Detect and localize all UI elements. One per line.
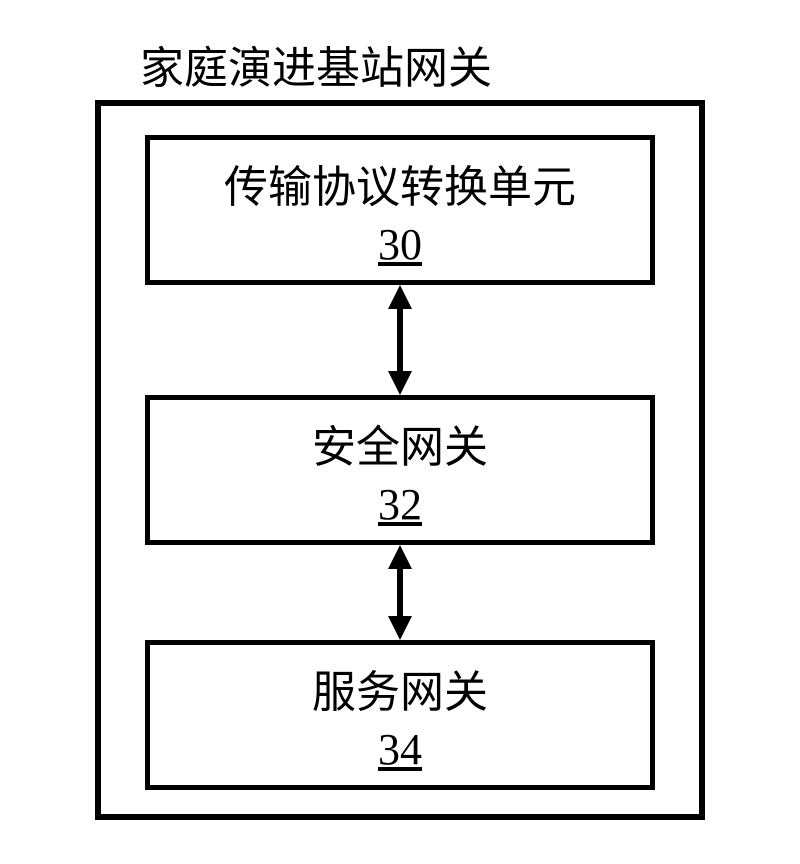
diagram-title: 家庭演进基站网关: [140, 32, 492, 96]
arrow-30-32-shaft: [397, 309, 403, 371]
arrow-30-32-head-up: [388, 285, 412, 309]
node-34-ref: 34: [378, 724, 422, 775]
node-32-label: 安全网关: [312, 411, 488, 475]
arrow-32-34-shaft: [397, 569, 403, 616]
node-32: 安全网关 32: [145, 395, 655, 545]
node-34-label: 服务网关: [312, 656, 488, 720]
node-30-ref: 30: [378, 219, 422, 270]
node-30-label: 传输协议转换单元: [224, 151, 576, 215]
node-32-ref: 32: [378, 479, 422, 530]
diagram-canvas: 家庭演进基站网关 传输协议转换单元 30 安全网关 32 服务网关 34: [0, 0, 800, 864]
arrow-32-34-head-down: [388, 616, 412, 640]
node-30: 传输协议转换单元 30: [145, 135, 655, 285]
arrow-32-34-head-up: [388, 545, 412, 569]
arrow-30-32-head-down: [388, 371, 412, 395]
node-34: 服务网关 34: [145, 640, 655, 790]
